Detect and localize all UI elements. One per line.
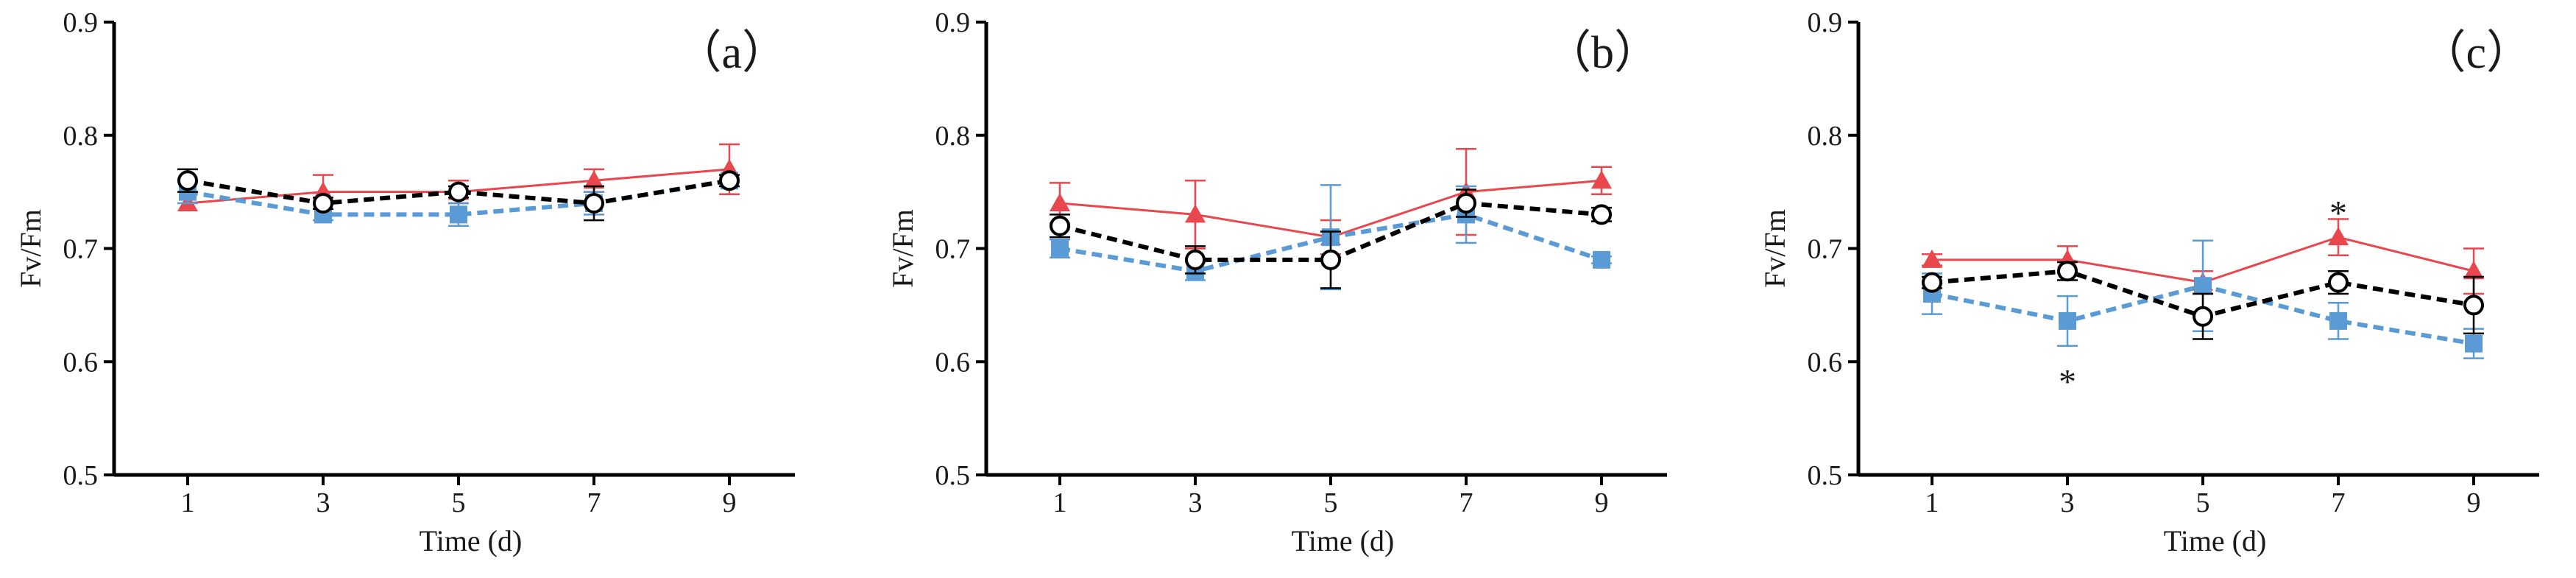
- significance-mark: *: [2329, 194, 2347, 233]
- panel-label: （c）: [2420, 28, 2532, 78]
- data-point-black-circle: [1320, 249, 1341, 270]
- panel-b: 0.5 0.6 0.7 0.8 0.9 1 3 5 7 9 Time (d) Fv/Fm （b）: [886, 7, 1667, 557]
- x-axis-label: Time (d): [1292, 524, 1395, 557]
- data-point-red-triangle: [584, 170, 604, 189]
- data-point-black-circle: [1922, 272, 1942, 293]
- panel-label: （b）: [1546, 28, 1660, 78]
- data-point-blue-square: [2329, 311, 2347, 330]
- y-axis-label: Fv/Fm: [14, 209, 47, 288]
- data-point-red-triangle: [2328, 227, 2349, 246]
- series-line-black-circle: [187, 178, 730, 206]
- x-tick-label: 3: [2061, 487, 2075, 518]
- data-point-black-circle: [177, 170, 198, 191]
- x-tick-label: 9: [1595, 487, 1609, 518]
- x-tick-label: 3: [316, 487, 330, 518]
- data-point-black-circle: [1050, 215, 1070, 236]
- data-point-black-circle: [719, 170, 740, 191]
- y-tick-label: 0.6: [935, 347, 971, 378]
- data-point-black-circle: [313, 193, 333, 214]
- x-tick-label: 9: [2467, 487, 2481, 518]
- x-tick-label: 9: [723, 487, 737, 518]
- y-tick-label: 0.6: [1808, 347, 1843, 378]
- y-tick-label: 0.5: [1808, 460, 1843, 491]
- y-tick-label: 0.9: [63, 7, 99, 38]
- data-point-black-circle: [1591, 204, 1612, 225]
- data-point-black-circle: [2463, 295, 2484, 316]
- data-point-red-triangle: [2463, 261, 2484, 280]
- y-axis-label: Fv/Fm: [886, 209, 919, 288]
- data-point-black-circle: [2328, 272, 2349, 293]
- x-tick-label: 5: [1324, 487, 1338, 518]
- y-axis-label: Fv/Fm: [1758, 209, 1791, 288]
- y-tick-label: 0.8: [935, 121, 971, 152]
- data-point-black-circle: [584, 193, 604, 214]
- data-point-red-triangle: [1185, 204, 1206, 223]
- x-tick-label: 1: [1925, 487, 1939, 518]
- data-point-blue-square: [2059, 311, 2076, 330]
- y-tick-label: 0.5: [63, 460, 99, 491]
- data-point-blue-square: [450, 205, 467, 224]
- x-tick-label: 5: [452, 487, 466, 518]
- y-tick-label: 0.9: [1808, 7, 1843, 38]
- x-tick-label: 1: [181, 487, 195, 518]
- y-tick-label: 0.9: [935, 7, 971, 38]
- data-point-red-triangle: [1050, 193, 1070, 211]
- panel-a: 0.5 0.6 0.7 0.8 0.9 1 3 5 7 9 Time (d) Fv/Fm （a）: [14, 7, 795, 557]
- x-tick-label: 5: [2196, 487, 2210, 518]
- x-tick-label: 1: [1053, 487, 1067, 518]
- data-point-black-circle: [2057, 261, 2078, 282]
- panel-c: 0.5 0.6 0.7 0.8 0.9 1 3 5 7 9 Time (d) Fv/Fm （c） * *: [1758, 7, 2539, 557]
- y-tick-label: 0.8: [63, 121, 99, 152]
- data-point-black-circle: [448, 181, 469, 202]
- x-tick-label: 3: [1189, 487, 1203, 518]
- panel-label: （a）: [676, 28, 788, 78]
- data-point-blue-square: [2194, 277, 2212, 295]
- y-tick-label: 0.7: [935, 234, 971, 265]
- x-tick-label: 7: [1459, 487, 1473, 518]
- x-tick-label: 7: [2332, 487, 2346, 518]
- y-tick-label: 0.6: [63, 347, 99, 378]
- y-tick-label: 0.7: [63, 234, 99, 265]
- data-point-red-triangle: [1922, 249, 1942, 268]
- data-point-red-triangle: [1591, 170, 1612, 189]
- x-axis-label: Time (d): [2164, 524, 2267, 557]
- data-point-blue-square: [1593, 250, 1610, 269]
- y-tick-label: 0.8: [1808, 121, 1843, 152]
- y-tick-label: 0.5: [935, 460, 971, 491]
- data-point-blue-square: [2465, 334, 2483, 353]
- data-point-black-circle: [2193, 306, 2213, 327]
- data-point-blue-square: [1051, 239, 1069, 258]
- data-point-black-circle: [1456, 193, 1476, 214]
- significance-mark: *: [2059, 363, 2076, 402]
- x-axis-label: Time (d): [420, 524, 523, 557]
- data-point-black-circle: [1185, 249, 1206, 270]
- x-tick-label: 7: [587, 487, 601, 518]
- y-tick-label: 0.7: [1808, 234, 1843, 265]
